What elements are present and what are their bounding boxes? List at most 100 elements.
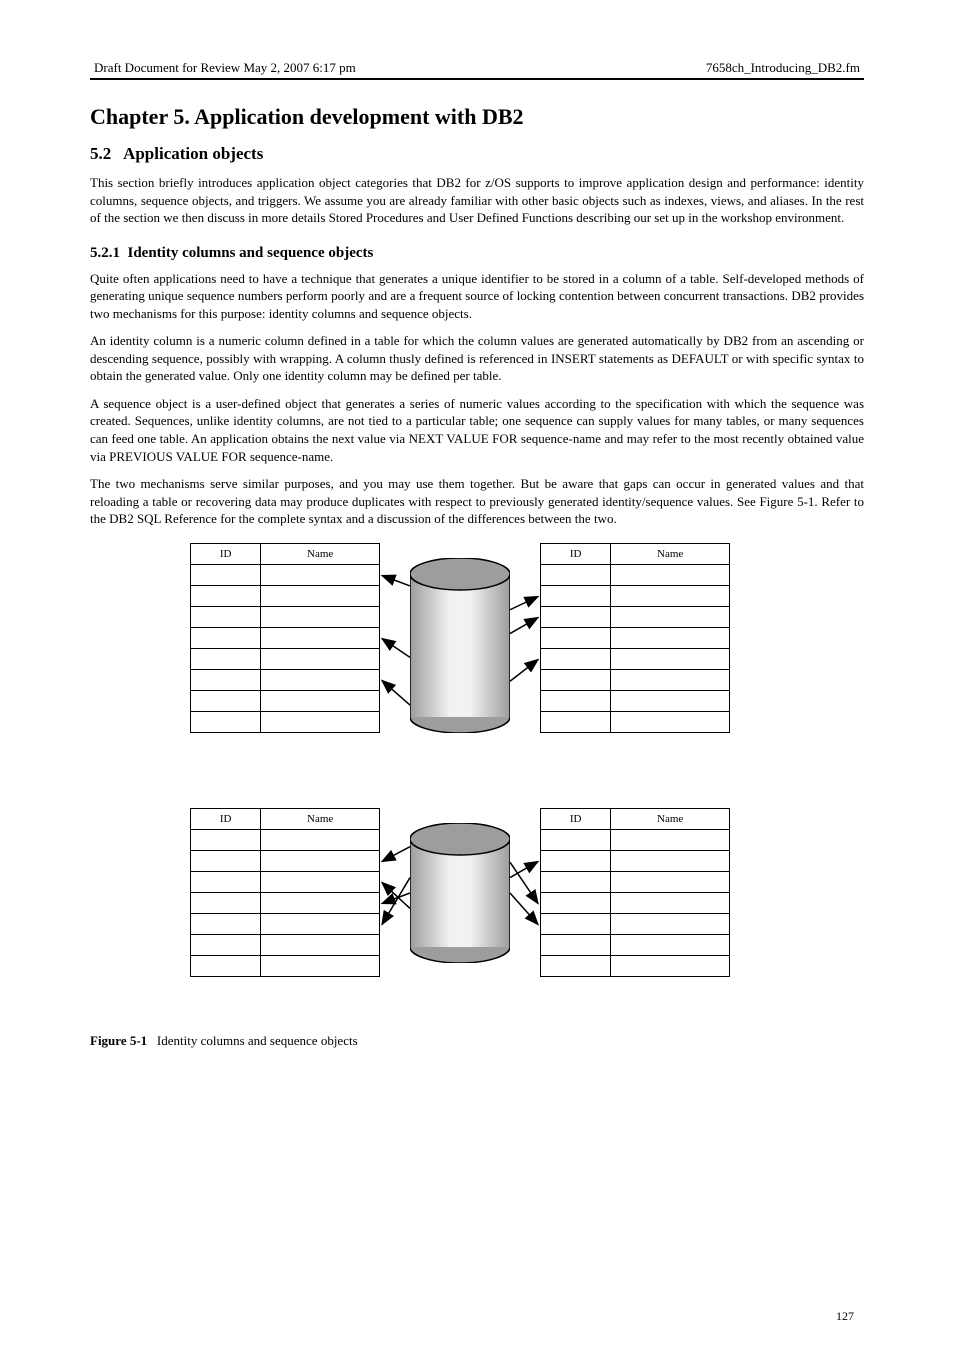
diagram-arrow xyxy=(382,680,410,705)
header-left: Draft Document for Review May 2, 2007 6:… xyxy=(94,60,356,76)
table-cell xyxy=(611,690,730,711)
table-cell xyxy=(261,564,380,585)
table-header-cell: Name xyxy=(261,808,380,829)
diagram-arrow xyxy=(510,659,538,681)
table-cell xyxy=(261,627,380,648)
table-header-cell: ID xyxy=(541,543,611,564)
table-cell xyxy=(541,934,611,955)
table-cell xyxy=(541,711,611,732)
table-header-cell: ID xyxy=(191,808,261,829)
subsection-title: Identity columns and sequence objects xyxy=(128,245,374,261)
intro-paragraph: This section briefly introduces applicat… xyxy=(90,174,864,227)
table-cell xyxy=(191,648,261,669)
table-cell xyxy=(261,955,380,976)
cylinder-icon xyxy=(410,823,510,963)
table-cell xyxy=(611,829,730,850)
table-cell xyxy=(191,829,261,850)
table-header-cell: Name xyxy=(611,808,730,829)
subsection-number: 5.2.1 xyxy=(90,245,120,261)
table-cell xyxy=(191,711,261,732)
table-cell xyxy=(191,850,261,871)
table-cell xyxy=(191,564,261,585)
diagram-right-table: IDName xyxy=(540,808,730,977)
table-cell xyxy=(611,585,730,606)
table-cell xyxy=(541,913,611,934)
table-header-cell: ID xyxy=(541,808,611,829)
diagram-arrow xyxy=(382,877,410,924)
header-rule xyxy=(90,78,864,80)
paragraph-1: Quite often applications need to have a … xyxy=(90,270,864,323)
table-cell xyxy=(191,913,261,934)
table-cell xyxy=(261,892,380,913)
chapter-title: Chapter 5. Application development with … xyxy=(90,104,864,130)
page-number: 127 xyxy=(836,1309,854,1324)
figure-top-diagram: IDNameIDName xyxy=(90,538,864,773)
table-cell xyxy=(261,711,380,732)
table-cell xyxy=(261,669,380,690)
table-cell xyxy=(611,850,730,871)
table-cell xyxy=(611,627,730,648)
table-cell xyxy=(611,934,730,955)
table-header-cell: Name xyxy=(261,543,380,564)
table-cell xyxy=(191,955,261,976)
table-cell xyxy=(611,913,730,934)
table-cell xyxy=(611,648,730,669)
table-cell xyxy=(191,892,261,913)
subsection-heading: 5.2.1 Identity columns and sequence obje… xyxy=(90,245,864,262)
table-cell xyxy=(541,850,611,871)
table-cell xyxy=(541,669,611,690)
paragraph-2: An identity column is a numeric column d… xyxy=(90,332,864,385)
table-cell xyxy=(541,585,611,606)
figure-caption: Figure 5-1 Identity columns and sequence… xyxy=(90,1033,864,1049)
table-cell xyxy=(611,892,730,913)
table-cell xyxy=(611,606,730,627)
section-number: 5.2 xyxy=(90,144,111,163)
diagram-arrow xyxy=(382,882,410,908)
table-cell xyxy=(541,955,611,976)
table-cell xyxy=(541,606,611,627)
table-cell xyxy=(261,871,380,892)
diagram-arrow xyxy=(382,846,410,861)
diagram-right-table: IDName xyxy=(540,543,730,733)
table-cell xyxy=(261,850,380,871)
table-cell xyxy=(191,606,261,627)
table-cell xyxy=(261,606,380,627)
section-title: Application objects xyxy=(123,144,263,163)
diagram-left-table: IDName xyxy=(190,543,380,733)
diagram-left-table: IDName xyxy=(190,808,380,977)
table-cell xyxy=(541,829,611,850)
table-cell xyxy=(191,627,261,648)
figure-bottom-diagram: IDNameIDName xyxy=(90,803,864,1003)
table-cell xyxy=(541,648,611,669)
table-header-cell: Name xyxy=(611,543,730,564)
table-cell xyxy=(261,829,380,850)
diagram-arrow xyxy=(510,596,538,609)
table-cell xyxy=(191,690,261,711)
table-cell xyxy=(611,711,730,732)
table-cell xyxy=(261,648,380,669)
diagram-arrow xyxy=(510,893,538,925)
paragraph-4: The two mechanisms serve similar purpose… xyxy=(90,475,864,528)
table-cell xyxy=(541,564,611,585)
table-cell xyxy=(261,913,380,934)
section-heading: 5.2 Application objects xyxy=(90,144,864,164)
table-cell xyxy=(261,934,380,955)
running-header: Draft Document for Review May 2, 2007 6:… xyxy=(90,60,864,76)
diagram-arrow xyxy=(510,861,538,877)
table-cell xyxy=(541,627,611,648)
table-header-cell: ID xyxy=(191,543,261,564)
paragraph-3: A sequence object is a user-defined obje… xyxy=(90,395,864,465)
table-cell xyxy=(541,871,611,892)
diagram-arrow xyxy=(382,575,410,585)
diagram-arrow xyxy=(382,893,410,904)
table-cell xyxy=(611,669,730,690)
table-cell xyxy=(191,871,261,892)
table-cell xyxy=(541,892,611,913)
table-cell xyxy=(261,585,380,606)
diagram-arrow xyxy=(382,638,410,657)
table-cell xyxy=(261,690,380,711)
diagram-arrow xyxy=(510,862,538,903)
figure-caption-text: Identity columns and sequence objects xyxy=(157,1033,358,1048)
figure-5-1: IDNameIDName IDNameIDName Figure 5-1 Ide… xyxy=(90,538,864,1049)
header-right: 7658ch_Introducing_DB2.fm xyxy=(706,60,860,76)
